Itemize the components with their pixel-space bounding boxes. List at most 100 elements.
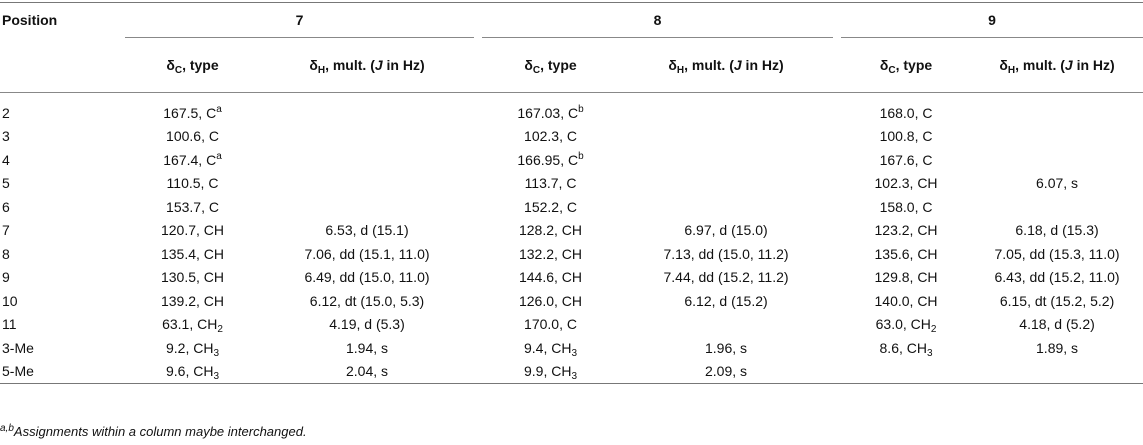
delta-c-value: 102.3, C (524, 128, 577, 145)
position-cell: 4 (2, 151, 10, 168)
carbon-subscript: 3 (213, 347, 220, 359)
delta-c-value: 110.5, C (166, 175, 219, 192)
delta-h-cell-7: 6.49, dd (15.0, 11.0) (304, 269, 430, 286)
delta-c-cell-9: 129.8, CH (841, 266, 971, 290)
delta-c-cell-8: 144.6, CH (482, 266, 619, 290)
position-cell: 9 (2, 269, 10, 286)
delta-h-cell-9 (971, 359, 1143, 384)
group-gap (474, 336, 482, 360)
footnote-text: Assignments within a column maybe interc… (13, 424, 307, 439)
delta-c-cell-9: 100.8, C (841, 125, 971, 149)
delta-h-cell-7: 6.12, dt (15.0, 5.3) (309, 292, 425, 309)
delta-h-end: in Hz) (1072, 57, 1115, 73)
delta-c-value: 130.5, CH (160, 269, 225, 286)
delta-c-cell-7: 167.5, Ca (125, 93, 260, 125)
delta-c-cell-7: 153.7, C (125, 195, 260, 219)
group-gap (833, 336, 841, 360)
delta-c-value: 139.2, CH (160, 292, 225, 309)
delta-h-end: in Hz) (741, 57, 784, 73)
table-row: 7 120.7, CH 6.53, d (15.1) 128.2, CH 6.97, d… (0, 219, 1143, 243)
table-row: 3-Me 9.2, CH3 1.94, s 9.4, CH3 1.96, s 8.6, C… (0, 336, 1143, 360)
delta-c-cell-7: 63.1, CH2 (125, 313, 260, 337)
delta-h-cell-9: 6.43, dd (15.2, 11.0) (994, 269, 1120, 286)
delta-c-cell-7: 9.2, CH3 (125, 336, 260, 360)
table-row: 5 110.5, C 113.7, C 102.3, CH 6.07, s (0, 172, 1143, 196)
group-gap (474, 195, 482, 219)
group-gap (474, 125, 482, 149)
delta-h-cell-8: 7.44, dd (15.2, 11.2) (663, 269, 789, 286)
delta-c-symbol: δ (524, 57, 533, 73)
table-footnote: a,bAssignments within a column maybe int… (0, 424, 307, 440)
delta-c-value: 135.6, CH (874, 245, 938, 262)
delta-h-mid: , mult. ( (1015, 57, 1065, 73)
delta-c-cell-9: 102.3, CH (841, 172, 971, 196)
delta-c-value: 140.0, CH (874, 292, 938, 309)
delta-h-cell-9: 4.18, d (5.2) (1019, 316, 1095, 333)
delta-h-cell-9 (971, 195, 1143, 219)
delta-c-subscript: C (888, 65, 896, 76)
delta-c-cell-9: 63.0, CH2 (841, 313, 971, 337)
group-gap (474, 172, 482, 196)
position-cell: 10 (2, 292, 18, 309)
group-gap (474, 242, 482, 266)
table-row: 11 63.1, CH2 4.19, d (5.3) 170.0, C 63.0, CH… (0, 313, 1143, 337)
delta-h-cell-9 (971, 148, 1143, 172)
delta-c-cell-8: 9.9, CH3 (482, 359, 620, 384)
delta-h-cell-7: 7.06, dd (15.1, 11.0) (304, 245, 430, 262)
delta-c-rest: , type (182, 57, 219, 73)
delta-c-value: 113.7, C (524, 175, 577, 192)
delta-c-cell-8: 128.2, CH (482, 219, 619, 243)
delta-h-cell-9 (971, 93, 1143, 125)
delta-c-value: 144.6, CH (518, 269, 583, 286)
delta-c-value: 167.6, C (879, 151, 933, 168)
position-cell: 3 (2, 128, 10, 145)
delta-h-cell-7 (260, 195, 474, 219)
delta-c-value: 166.95, C (517, 151, 579, 168)
group-gap (833, 37, 842, 93)
delta-c-cell-7: 167.4, Ca (125, 148, 260, 172)
group-gap (833, 2, 842, 38)
delta-c-symbol: δ (879, 57, 889, 73)
delta-h-cell-8 (619, 172, 833, 196)
delta-h-cell-7: 4.19, d (5.3) (329, 316, 405, 333)
nmr-data-table: Position 7 8 9 δC, type δH, mult. (J in H… (0, 2, 1143, 384)
group-gap (474, 219, 482, 243)
delta-c-header-8: δC, type (482, 37, 620, 93)
delta-c-cell-8: 170.0, C (482, 313, 619, 337)
table-row: 9 130.5, CH 6.49, dd (15.0, 11.0) 144.6, CH… (0, 266, 1143, 290)
position-cell: 3-Me (2, 339, 34, 356)
delta-h-header-9: δH, mult. (J in Hz) (971, 37, 1143, 93)
delta-c-value: 9.6, CH (165, 363, 214, 380)
delta-c-cell-7: 110.5, C (125, 172, 260, 196)
delta-c-header-7: δC, type (125, 37, 260, 93)
compound-header-row: Position 7 8 9 (0, 2, 1143, 38)
delta-c-value: 126.0, CH (518, 292, 583, 309)
delta-h-symbol: δ (999, 57, 1008, 73)
delta-h-cell-8 (619, 148, 833, 172)
delta-h-header-7: δH, mult. (J in Hz) (260, 37, 475, 93)
carbon-subscript: 3 (213, 371, 220, 383)
delta-c-cell-9: 8.6, CH3 (841, 336, 971, 360)
delta-h-symbol: δ (668, 57, 677, 73)
delta-c-rest: , type (895, 57, 933, 73)
table-row: 3 100.6, C 102.3, C 100.8, C (0, 125, 1143, 149)
delta-c-subscript: C (532, 65, 541, 76)
delta-h-cell-9 (971, 125, 1143, 149)
delta-h-mid: , mult. ( (325, 57, 375, 73)
delta-c-cell-8: 166.95, Cb (482, 148, 619, 172)
delta-c-value: 9.2, CH (165, 339, 214, 356)
delta-c-header-9: δC, type (841, 37, 972, 93)
delta-c-value: 167.5, C (163, 104, 217, 121)
delta-c-cell-9 (841, 359, 972, 384)
delta-h-cell-8: 6.97, d (15.0) (684, 222, 768, 239)
delta-h-cell-7 (260, 93, 474, 125)
delta-c-cell-7: 100.6, C (125, 125, 260, 149)
group-gap (833, 359, 842, 384)
table-row: 6 153.7, C 152.2, C 158.0, C (0, 195, 1143, 219)
delta-c-value: 129.8, CH (874, 269, 938, 286)
delta-c-cell-9: 158.0, C (841, 195, 971, 219)
delta-c-value: 63.0, CH (875, 316, 931, 333)
carbon-subscript: 3 (926, 347, 933, 359)
position-cell: 2 (2, 104, 10, 121)
